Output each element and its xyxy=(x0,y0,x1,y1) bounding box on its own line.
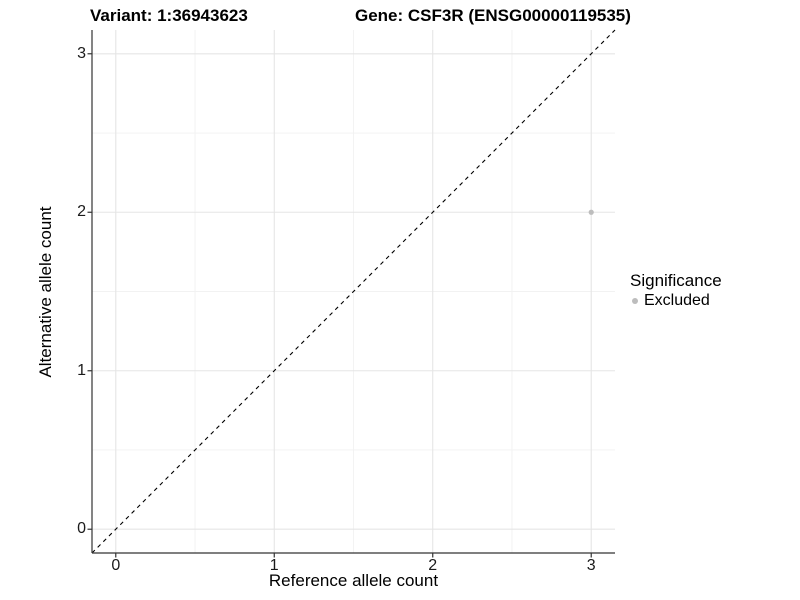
y-tick-label: 2 xyxy=(77,203,86,221)
legend-title: Significance xyxy=(630,271,722,290)
y-tick-label: 0 xyxy=(77,520,86,538)
data-point-excluded xyxy=(588,209,594,215)
variant-title: Variant: 1:36943623 xyxy=(90,6,248,25)
x-tick-label: 1 xyxy=(269,557,279,574)
y-axis-title: Alternative allele count xyxy=(36,206,55,378)
y-tick-label: 1 xyxy=(77,361,86,379)
legend-point-icon xyxy=(632,298,638,304)
legend-entry-excluded: Excluded xyxy=(628,292,722,310)
legend-entry-label: Excluded xyxy=(644,292,710,309)
x-tick-label: 2 xyxy=(428,557,438,574)
y-tick-label: 3 xyxy=(77,44,86,62)
legend: Significance Excluded xyxy=(628,271,722,310)
x-axis-title: Reference allele count xyxy=(268,571,439,590)
x-tick-label: 3 xyxy=(586,557,596,574)
identity-line xyxy=(91,29,616,554)
x-tick-label: 0 xyxy=(111,557,121,574)
gene-title: Gene: CSF3R (ENSG00000119535) xyxy=(355,6,631,25)
